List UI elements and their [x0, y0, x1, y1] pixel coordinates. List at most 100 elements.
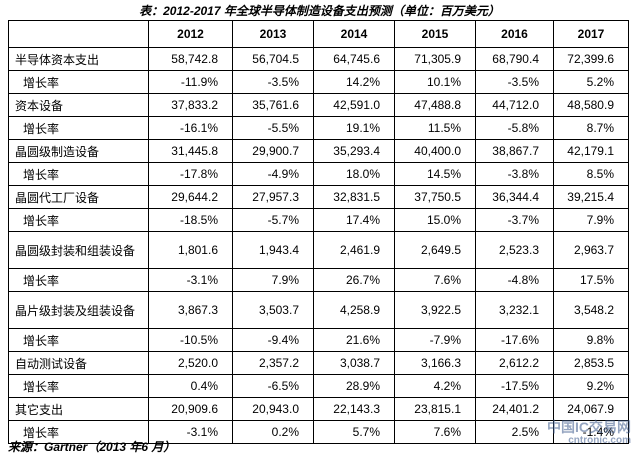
value-cell: 8.5% [553, 162, 629, 186]
header-cell: 2015 [394, 20, 476, 48]
value-cell: -11.9% [148, 70, 233, 94]
watermark: 中国IC交易网 cntronic.com [547, 420, 631, 448]
table-row: 增长率 -10.5% -9.4% 21.6% -7.9% -17.6% 9.8% [8, 328, 629, 352]
value-cell: 3,038.7 [313, 351, 395, 375]
value-cell: 2,461.9 [313, 231, 395, 269]
value-cell: 27,957.3 [232, 185, 314, 209]
value-cell: -3.5% [475, 70, 554, 94]
value-cell: 9.8% [553, 328, 629, 352]
row-label: 资本设备 [8, 93, 149, 117]
value-cell: 24,401.2 [475, 397, 554, 421]
value-cell: 56,704.5 [232, 47, 314, 71]
value-cell: 36,344.4 [475, 185, 554, 209]
table-row: 增长率 0.4% -6.5% 28.9% 4.2% -17.5% 9.2% [8, 374, 629, 398]
value-cell: 10.1% [394, 70, 476, 94]
value-cell: -16.1% [148, 116, 233, 140]
table-row: 增长率 -11.9% -3.5% 14.2% 10.1% -3.5% 5.2% [8, 70, 629, 94]
value-cell: -3.8% [475, 162, 554, 186]
row-label: 晶圆级封装和组装设备 [8, 231, 149, 269]
value-cell: 71,305.9 [394, 47, 476, 71]
value-cell: -3.7% [475, 208, 554, 232]
table-row: 资本设备 37,833.2 35,761.6 42,591.0 47,488.8 44,7… [8, 93, 629, 117]
value-cell: 32,831.5 [313, 185, 395, 209]
value-cell: 19.1% [313, 116, 395, 140]
value-cell: 23,815.1 [394, 397, 476, 421]
header-cell: 2012 [148, 20, 233, 48]
value-cell: -17.6% [475, 328, 554, 352]
header-cell: 2016 [475, 20, 554, 48]
value-cell: 42,591.0 [313, 93, 395, 117]
value-cell: 39,215.4 [553, 185, 629, 209]
table-row: 晶片级封装及组装设备 3,867.3 3,503.7 4,258.9 3,922.5 3,… [8, 291, 629, 329]
watermark-name: 中国IC交易网 [547, 419, 631, 435]
value-cell: 24,067.9 [553, 397, 629, 421]
row-label: 增长率 [8, 374, 149, 398]
table-row: 晶圆级封装和组装设备 1,801.6 1,943.4 2,461.9 2,649.5 2,… [8, 231, 629, 269]
table-row: 增长率 -3.1% 7.9% 26.7% 7.6% -4.8% 17.5% [8, 268, 629, 292]
value-cell: 3,922.5 [394, 291, 476, 329]
value-cell: 2,520.0 [148, 351, 233, 375]
value-cell: 7.9% [553, 208, 629, 232]
table-title: 表：2012-2017 年全球半导体制造设备支出预测（单位：百万美元） [139, 4, 500, 18]
table-row: 增长率 -3.1% 0.2% 5.7% 7.6% 2.5% -1.4% [8, 420, 629, 444]
value-cell: -17.8% [148, 162, 233, 186]
value-cell: 7.6% [394, 268, 476, 292]
value-cell: 2.5% [475, 420, 554, 444]
value-cell: 3,232.1 [475, 291, 554, 329]
value-cell: -1.4% [553, 420, 629, 444]
value-cell: 17.4% [313, 208, 395, 232]
value-cell: 64,745.6 [313, 47, 395, 71]
value-cell: 4,258.9 [313, 291, 395, 329]
value-cell: 3,166.3 [394, 351, 476, 375]
table-row: 半导体资本支出 58,742.8 56,704.5 64,745.6 71,305.9 6… [8, 47, 629, 71]
row-label: 自动测试设备 [8, 351, 149, 375]
table-row: 自动测试设备 2,520.0 2,357.2 3,038.7 3,166.3 2,612.… [8, 351, 629, 375]
value-cell: 3,548.2 [553, 291, 629, 329]
value-cell: 2,357.2 [232, 351, 314, 375]
value-cell: -5.5% [232, 116, 314, 140]
value-cell: 47,488.8 [394, 93, 476, 117]
value-cell: 37,750.5 [394, 185, 476, 209]
value-cell: -3.1% [148, 268, 233, 292]
table-row: 增长率 -18.5% -5.7% 17.4% 15.0% -3.7% 7.9% [8, 208, 629, 232]
value-cell: 0.4% [148, 374, 233, 398]
row-label: 增长率 [8, 116, 149, 140]
value-cell: 35,293.4 [313, 139, 395, 163]
value-cell: 29,644.2 [148, 185, 233, 209]
row-label: 增长率 [8, 70, 149, 94]
corner-cell [8, 20, 149, 48]
row-label: 半导体资本支出 [8, 47, 149, 71]
row-label: 增长率 [8, 162, 149, 186]
table-row: 晶圆代工厂设备 29,644.2 27,957.3 32,831.5 37,750.5 3… [8, 185, 629, 209]
row-label: 增长率 [8, 268, 149, 292]
value-cell: 2,853.5 [553, 351, 629, 375]
value-cell: 3,503.7 [232, 291, 314, 329]
value-cell: 14.2% [313, 70, 395, 94]
value-cell: -9.4% [232, 328, 314, 352]
value-cell: 48,580.9 [553, 93, 629, 117]
value-cell: -5.8% [475, 116, 554, 140]
watermark-url: cntronic.com [568, 435, 631, 446]
value-cell: 68,790.4 [475, 47, 554, 71]
row-label: 晶圆代工厂设备 [8, 185, 149, 209]
value-cell: 18.0% [313, 162, 395, 186]
header-cell: 2013 [232, 20, 314, 48]
value-cell: 20,943.0 [232, 397, 314, 421]
value-cell: 42,179.1 [553, 139, 629, 163]
value-cell: 31,445.8 [148, 139, 233, 163]
row-label: 晶片级封装及组装设备 [8, 291, 149, 329]
value-cell: 11.5% [394, 116, 476, 140]
row-label: 增长率 [8, 420, 149, 444]
value-cell: -7.9% [394, 328, 476, 352]
table-row: 增长率 -17.8% -4.9% 18.0% 14.5% -3.8% 8.5% [8, 162, 629, 186]
value-cell: -17.5% [475, 374, 554, 398]
value-cell: 3,867.3 [148, 291, 233, 329]
value-cell: 8.7% [553, 116, 629, 140]
value-cell: 28.9% [313, 374, 395, 398]
header-cell: 2017 [553, 20, 629, 48]
value-cell: 0.2% [232, 420, 314, 444]
value-cell: 1,801.6 [148, 231, 233, 269]
value-cell: 2,963.7 [553, 231, 629, 269]
value-cell: -10.5% [148, 328, 233, 352]
